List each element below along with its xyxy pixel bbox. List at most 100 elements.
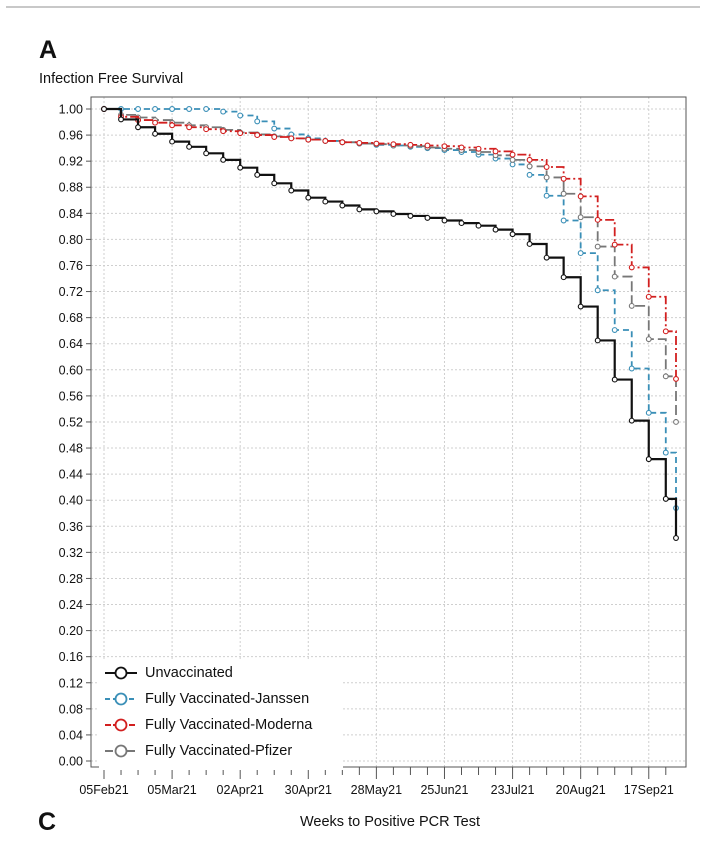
data-point [673, 535, 679, 541]
y-tick-label: 0.48 [59, 442, 83, 456]
legend-item-unvaccinated[interactable]: Unvaccinated [105, 662, 233, 684]
data-point [203, 150, 210, 157]
data-point [322, 137, 329, 144]
y-tick-label: 0.56 [59, 389, 83, 403]
legend: Unvaccinated Fully Vaccinated-Janssen Fu… [99, 660, 343, 770]
data-point [135, 124, 141, 131]
data-point [645, 293, 652, 300]
data-point [673, 375, 679, 382]
y-tick-label: 0.68 [59, 311, 83, 325]
data-point [594, 243, 601, 250]
y-tick-label: 0.88 [59, 181, 83, 195]
data-point [271, 180, 278, 187]
y-tick-label: 0.12 [59, 676, 83, 690]
data-point [492, 148, 499, 155]
y-tick-label: 0.64 [59, 337, 83, 351]
series-fully-vaccinated-janssen [101, 106, 679, 511]
data-point [645, 336, 652, 343]
data-point [220, 156, 227, 163]
legend-label: Fully Vaccinated-Janssen [145, 691, 310, 707]
data-point [577, 303, 584, 310]
data-point [169, 138, 176, 145]
data-point [509, 151, 516, 158]
series-unvaccinated [101, 106, 679, 541]
data-point [186, 143, 193, 150]
data-point [288, 135, 295, 142]
data-point [662, 449, 669, 456]
panel-label-c: C [38, 808, 57, 836]
data-point [458, 144, 465, 151]
y-tick-label: 0.40 [59, 494, 83, 508]
data-point [662, 495, 669, 502]
data-point [220, 108, 227, 115]
data-point [390, 141, 397, 148]
x-tick-label: 17Sep21 [624, 783, 674, 797]
data-point [509, 231, 516, 238]
data-point [577, 193, 584, 200]
data-point [594, 287, 601, 294]
legend-swatch [105, 744, 137, 758]
series-line [104, 108, 677, 509]
data-point [237, 112, 244, 119]
x-tick-label: 23Jul21 [491, 783, 535, 797]
data-point [509, 156, 516, 163]
x-tick-label: 02Apr21 [217, 783, 264, 797]
legend-label: Fully Vaccinated-Moderna [145, 717, 313, 733]
data-point [152, 119, 159, 126]
data-point [271, 134, 278, 140]
data-point [594, 216, 601, 223]
data-point [288, 187, 295, 194]
data-point [560, 190, 567, 197]
legend-item-pfizer[interactable]: Fully Vaccinated-Pfizer [105, 740, 292, 762]
data-point [220, 128, 227, 135]
data-point [628, 264, 635, 271]
data-point [356, 139, 363, 146]
y-tick-label: 0.80 [59, 233, 83, 247]
data-point [203, 106, 210, 112]
data-point [543, 174, 550, 181]
data-point [339, 139, 346, 146]
legend-label: Unvaccinated [145, 665, 233, 681]
y-tick-label: 0.96 [59, 129, 83, 143]
legend-item-moderna[interactable]: Fully Vaccinated-Moderna [105, 714, 312, 736]
data-point [628, 365, 635, 372]
data-point [339, 202, 346, 209]
data-point [424, 142, 431, 149]
data-point [237, 164, 244, 171]
y-axis-label: Infection Free Survival [39, 71, 183, 87]
y-tick-label: 0.76 [59, 259, 83, 273]
data-point [186, 106, 193, 112]
y-tick-label: 0.04 [59, 728, 83, 742]
data-point [577, 214, 584, 221]
y-tick-label: 0.44 [59, 468, 83, 482]
data-point [475, 145, 482, 152]
y-tick-label: 0.36 [59, 520, 83, 534]
data-point [543, 164, 550, 170]
data-point [628, 417, 635, 424]
data-point [662, 328, 669, 335]
data-point [526, 241, 533, 247]
y-tick-label: 0.52 [59, 415, 83, 429]
data-point [407, 212, 414, 219]
x-axis-label: Weeks to Positive PCR Test [300, 814, 480, 830]
data-point [390, 211, 397, 217]
data-point [560, 274, 567, 281]
data-point [373, 140, 380, 147]
legend-item-janssen[interactable]: Fully Vaccinated-Janssen [105, 688, 309, 710]
data-point [475, 222, 482, 229]
data-point [254, 171, 261, 178]
data-point [152, 130, 159, 137]
data-point [305, 194, 312, 201]
x-tick-label: 05Mar21 [147, 783, 196, 797]
y-tick-label: 0.72 [59, 285, 83, 299]
data-point [560, 217, 567, 224]
y-tick-label: 0.60 [59, 363, 83, 377]
data-point [560, 175, 567, 182]
y-tick-label: 0.32 [59, 546, 83, 560]
data-point [169, 122, 176, 129]
panel-label-a: A [39, 36, 58, 64]
top-divider [6, 6, 700, 8]
data-point [645, 456, 652, 463]
data-point [373, 208, 380, 215]
